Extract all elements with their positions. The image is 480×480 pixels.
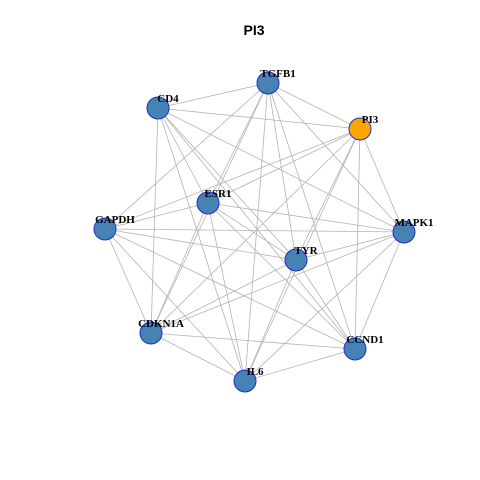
node-label: PI3 (362, 114, 379, 126)
edge (150, 332, 356, 350)
node (139, 321, 163, 345)
edge (150, 107, 159, 334)
node (93, 217, 117, 241)
node (233, 369, 257, 393)
edge (244, 231, 405, 382)
node (348, 117, 372, 141)
edge (267, 82, 405, 233)
edge (207, 82, 269, 204)
edge (104, 228, 246, 382)
node (146, 96, 170, 120)
edge (150, 202, 209, 334)
node-label: CD4 (157, 93, 179, 105)
node-label: TGFB1 (260, 68, 295, 80)
edge (157, 107, 297, 261)
node-label: ESR1 (205, 188, 232, 200)
node (256, 71, 280, 95)
node (284, 248, 308, 272)
edge (150, 332, 246, 382)
edge (244, 259, 297, 382)
edge (157, 107, 361, 130)
edge (104, 228, 405, 233)
edge (150, 231, 405, 334)
node-label: IL6 (246, 366, 264, 378)
edge (104, 228, 356, 350)
edge (150, 259, 297, 334)
edge (359, 128, 405, 233)
node-label: GAPDH (95, 214, 135, 226)
node (392, 220, 416, 244)
edge (157, 107, 405, 233)
edge (157, 107, 209, 204)
edge (207, 202, 405, 233)
edge (354, 231, 405, 350)
edges (104, 82, 405, 382)
edge (267, 82, 361, 130)
edge (104, 228, 152, 334)
node (343, 337, 367, 361)
edge (267, 82, 356, 350)
edge (244, 348, 356, 382)
nodes: TGFB1 CD4 PI3 ESR1 GAPDH MAPK1 TYR CDKN1A CCND1 I… (93, 68, 434, 393)
edge (157, 82, 269, 109)
edge (354, 128, 361, 350)
edge (150, 128, 361, 334)
edge (207, 128, 361, 204)
node-label: CDKN1A (138, 318, 184, 330)
edge (295, 259, 356, 350)
edge (104, 82, 269, 230)
edge (244, 82, 269, 382)
edge (104, 128, 361, 230)
edge (295, 231, 405, 261)
edge (207, 202, 297, 261)
edge (207, 202, 356, 350)
title: PI3 (243, 22, 264, 38)
edge (207, 202, 246, 382)
node-label: MAPK1 (394, 217, 433, 229)
edge (295, 128, 361, 261)
node-label: CCND1 (346, 334, 383, 346)
edge (104, 228, 297, 261)
node-label: TYR (294, 245, 318, 257)
edge (104, 202, 209, 230)
node (196, 191, 220, 215)
